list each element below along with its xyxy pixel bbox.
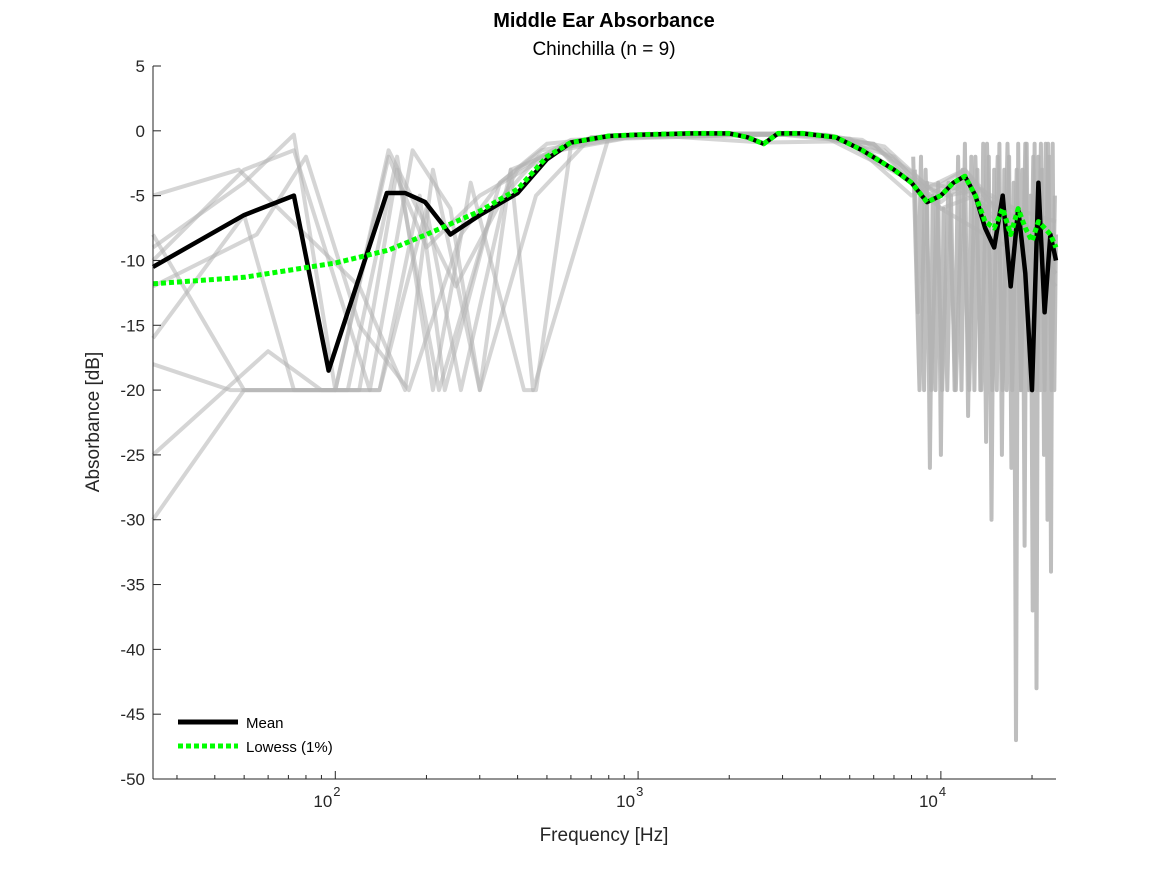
x-tick-label: 10 <box>919 792 938 811</box>
y-tick-label: -45 <box>120 705 145 724</box>
y-tick-label: -10 <box>120 251 145 270</box>
noise-trace <box>911 141 1057 393</box>
y-tick-label: -40 <box>120 640 145 659</box>
legend-mean-label: Mean <box>246 715 284 732</box>
y-axis-label: Absorbance [dB] <box>83 352 104 492</box>
legend-lowess-label: Lowess (1%) <box>246 739 333 756</box>
y-tick-label: 0 <box>136 122 145 141</box>
chart-subtitle: Chinchilla (n = 9) <box>532 39 675 60</box>
y-ticks: 5 0 -5 -10 -15 -20 -25 -30 -35 -40 -45 -50 <box>120 57 161 789</box>
legend: Mean Lowess (1%) <box>178 715 333 756</box>
x-tick-exponent: 4 <box>939 784 946 799</box>
x-tick-label: 10 <box>616 792 635 811</box>
x-tick-exponent: 3 <box>636 784 643 799</box>
chart-title: Middle Ear Absorbance <box>493 10 715 32</box>
x-axis-label: Frequency [Hz] <box>540 825 669 846</box>
y-tick-label: -5 <box>130 187 145 206</box>
y-tick-label: -15 <box>120 316 145 335</box>
series-lowess-line <box>152 130 1059 287</box>
individual-trace-5 <box>151 134 1058 393</box>
y-tick-label: -35 <box>120 576 145 595</box>
y-tick-label: 5 <box>136 57 145 76</box>
x-tick-exponent: 2 <box>333 784 340 799</box>
y-tick-label: -50 <box>120 770 145 789</box>
x-tick-label: 10 <box>313 792 332 811</box>
y-tick-label: -20 <box>120 381 145 400</box>
y-tick-label: -30 <box>120 511 145 530</box>
series-layer <box>151 130 1059 393</box>
y-tick-label: -25 <box>120 446 145 465</box>
axes <box>152 66 1056 780</box>
